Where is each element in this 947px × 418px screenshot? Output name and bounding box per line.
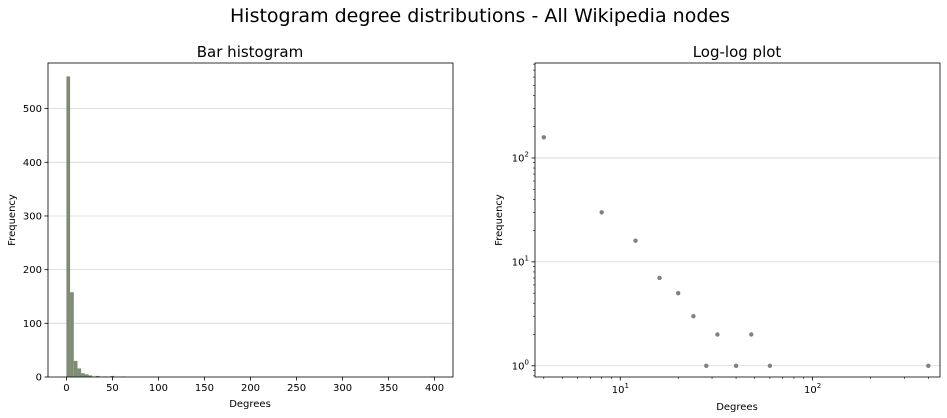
bar-histogram-panel: Bar histogram 0 50 100 150 200 250 300 350 400 0… xyxy=(7,43,454,410)
loglog-point xyxy=(749,332,754,337)
loglog-point xyxy=(541,135,546,140)
hist-x-tick-label: 200 xyxy=(241,383,260,394)
hist-y-tick-label: 100 xyxy=(23,319,42,330)
hist-x-tick-label: 350 xyxy=(379,383,398,394)
hist-x-tick-label: 100 xyxy=(149,383,168,394)
hist-x-tick-label: 400 xyxy=(425,383,444,394)
log-log-plot-panel: Log-log plot 101 102 100 101 102 Degrees Fr… xyxy=(494,43,941,413)
hist-x-tick-label: 150 xyxy=(195,383,214,394)
hist-x-axis-label: Degrees xyxy=(229,399,271,410)
loglog-point xyxy=(926,363,931,368)
hist-x-tick-label: 300 xyxy=(333,383,352,394)
loglog-y-tick-label: 101 xyxy=(512,254,529,268)
hist-bar xyxy=(70,292,74,377)
hist-bar xyxy=(77,368,82,377)
loglog-plot-frame xyxy=(534,62,941,378)
hist-y-tick-label: 400 xyxy=(23,158,42,169)
loglog-point xyxy=(691,314,696,319)
loglog-x-tick-label: 101 xyxy=(612,382,629,396)
hist-y-tick-label: 0 xyxy=(36,373,42,384)
loglog-x-axis-label: Degrees xyxy=(716,402,758,413)
hist-bar xyxy=(73,360,78,377)
loglog-y-tick-label: 102 xyxy=(512,150,529,164)
loglog-y-tick-label: 100 xyxy=(512,358,529,372)
hist-bar xyxy=(81,373,85,377)
hist-x-tick-label: 0 xyxy=(63,383,69,394)
figure-suptitle: Histogram degree distributions - All Wik… xyxy=(230,5,730,27)
loglog-point xyxy=(599,210,604,215)
hist-bar xyxy=(88,375,93,377)
hist-x-tick-label: 250 xyxy=(287,383,306,394)
hist-bar xyxy=(95,375,100,377)
loglog-point xyxy=(633,238,638,243)
hist-y-tick-label: 200 xyxy=(23,265,42,276)
loglog-point xyxy=(715,332,720,337)
loglog-point xyxy=(675,290,681,296)
loglog-y-axis-label: Frequency xyxy=(494,194,505,246)
hist-bar xyxy=(110,375,115,377)
hist-y-tick-label: 300 xyxy=(23,211,42,222)
hist-plot-frame xyxy=(47,62,454,378)
hist-y-axis-label: Frequency xyxy=(7,194,18,246)
loglog-point xyxy=(704,363,709,368)
loglog-point xyxy=(767,363,773,368)
loglog-title: Log-log plot xyxy=(693,43,782,61)
hist-y-tick-label: 500 xyxy=(23,104,42,115)
hist-x-tick-label: 50 xyxy=(106,383,119,394)
loglog-point xyxy=(657,275,662,281)
hist-bar xyxy=(66,76,71,378)
loglog-point xyxy=(733,363,739,368)
loglog-x-tick-label: 102 xyxy=(804,382,821,396)
hist-title: Bar histogram xyxy=(197,43,303,61)
hist-bar xyxy=(84,374,89,377)
